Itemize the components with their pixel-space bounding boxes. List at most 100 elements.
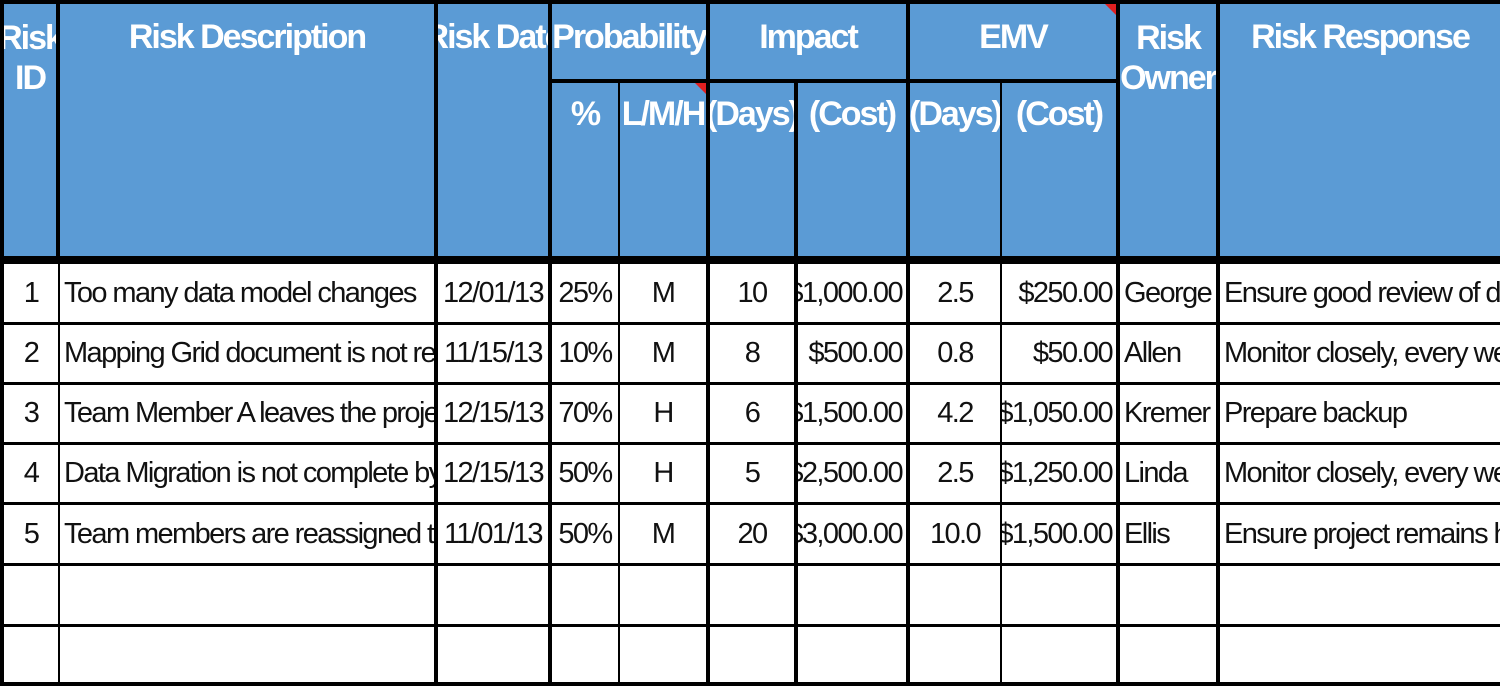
cell-emv-cost[interactable] — [1002, 566, 1116, 624]
header-risk-description[interactable]: Risk Description — [60, 4, 434, 256]
cell-risk-owner[interactable]: George — [1120, 264, 1216, 322]
cell-emv-cost[interactable]: $1,050.00 — [1002, 385, 1116, 442]
cell-risk-id[interactable] — [4, 627, 58, 682]
cell-risk-id[interactable]: 4 — [4, 445, 58, 502]
cell-probability-pct[interactable]: 25% — [552, 264, 618, 322]
cell-probability-pct[interactable]: 70% — [552, 385, 618, 442]
cell-impact-days[interactable]: 6 — [710, 385, 794, 442]
cell-probability-lmh[interactable] — [620, 566, 706, 624]
header-risk-owner[interactable]: Risk Owner — [1120, 4, 1216, 256]
cell-risk-id[interactable]: 5 — [4, 505, 58, 563]
header-probability-pct[interactable]: % — [552, 83, 618, 256]
cell-emv-days[interactable] — [910, 627, 1000, 682]
header-impact[interactable]: Impact — [710, 4, 906, 79]
cell-probability-pct[interactable] — [552, 627, 618, 682]
comment-indicator-emv[interactable] — [1105, 4, 1116, 15]
header-impact-days[interactable]: (Days) — [710, 83, 794, 256]
header-impact-days-label: (Days) — [710, 95, 794, 133]
cell-risk-id[interactable]: 1 — [4, 264, 58, 322]
cell-impact-cost[interactable] — [798, 566, 906, 624]
cell-risk-description[interactable] — [60, 627, 434, 682]
cell-impact-cost[interactable]: $2,500.00 — [798, 445, 906, 502]
cell-risk-description[interactable]: Data Migration is not complete by planne… — [60, 445, 434, 502]
cell-risk-date[interactable]: 12/01/13 — [438, 264, 548, 322]
cell-risk-description[interactable]: Too many data model changes — [60, 264, 434, 322]
cell-emv-cost[interactable]: $250.00 — [1002, 264, 1116, 322]
cell-risk-response[interactable]: Prepare backup — [1220, 385, 1500, 442]
cell-emv-cost[interactable] — [1002, 627, 1116, 682]
cell-probability-lmh[interactable]: M — [620, 264, 706, 322]
cell-emv-cost[interactable]: $50.00 — [1002, 325, 1116, 382]
header-risk-owner-line1: Risk — [1136, 19, 1202, 57]
cell-probability-lmh[interactable]: M — [620, 505, 706, 563]
cell-emv-cost[interactable]: $1,250.00 — [1002, 445, 1116, 502]
cell-risk-date[interactable] — [438, 566, 548, 624]
cell-probability-lmh[interactable]: H — [620, 385, 706, 442]
cell-risk-date[interactable]: 12/15/13 — [438, 445, 548, 502]
cell-impact-days[interactable]: 5 — [710, 445, 794, 502]
cell-risk-description[interactable]: Mapping Grid document is not ready in ti… — [60, 325, 434, 382]
cell-risk-owner[interactable]: Kremer — [1120, 385, 1216, 442]
cell-impact-cost[interactable]: $1,500.00 — [798, 385, 906, 442]
header-risk-date[interactable]: Risk Date — [438, 4, 548, 256]
header-probability-pct-label: % — [570, 95, 601, 133]
cell-risk-response[interactable]: Ensure project remains high priority — [1220, 505, 1500, 563]
header-probability[interactable]: Probability — [552, 4, 706, 79]
cell-risk-owner[interactable] — [1120, 627, 1216, 682]
cell-probability-lmh[interactable]: H — [620, 445, 706, 502]
cell-emv-days[interactable]: 2.5 — [910, 264, 1000, 322]
header-impact-cost[interactable]: (Cost) — [798, 83, 906, 256]
cell-risk-owner[interactable] — [1120, 566, 1216, 624]
cell-emv-days[interactable]: 4.2 — [910, 385, 1000, 442]
cell-probability-pct[interactable]: 50% — [552, 505, 618, 563]
cell-risk-date[interactable]: 11/15/13 — [438, 325, 548, 382]
cell-risk-id[interactable]: 2 — [4, 325, 58, 382]
cell-risk-id[interactable]: 3 — [4, 385, 58, 442]
header-emv-cost-label: (Cost) — [1015, 95, 1104, 133]
header-probability-lmh[interactable]: L/M/H — [620, 83, 706, 256]
cell-risk-date[interactable]: 12/15/13 — [438, 385, 548, 442]
cell-probability-pct[interactable] — [552, 566, 618, 624]
cell-impact-cost[interactable]: $1,000.00 — [798, 264, 906, 322]
header-emv-days[interactable]: (Days) — [910, 83, 1000, 256]
header-risk-response-label: Risk Response — [1251, 18, 1471, 56]
cell-risk-owner[interactable]: Linda — [1120, 445, 1216, 502]
cell-probability-lmh[interactable] — [620, 627, 706, 682]
cell-risk-id[interactable] — [4, 566, 58, 624]
header-risk-id[interactable]: Risk ID — [4, 4, 56, 256]
cell-impact-days[interactable]: 8 — [710, 325, 794, 382]
cell-risk-response[interactable] — [1220, 566, 1500, 624]
cell-risk-description[interactable] — [60, 566, 434, 624]
cell-impact-cost[interactable]: $3,000.00 — [798, 505, 906, 563]
cell-impact-cost[interactable]: $500.00 — [798, 325, 906, 382]
header-emv[interactable]: EMV — [910, 4, 1116, 79]
cell-risk-owner[interactable]: Allen — [1120, 325, 1216, 382]
cell-emv-cost[interactable]: $1,500.00 — [1002, 505, 1116, 563]
cell-emv-days[interactable]: 2.5 — [910, 445, 1000, 502]
comment-indicator-lmh[interactable] — [695, 83, 706, 94]
cell-probability-lmh[interactable]: M — [620, 325, 706, 382]
cell-emv-days[interactable]: 10.0 — [910, 505, 1000, 563]
cell-risk-response[interactable]: Ensure good review of data model — [1220, 264, 1500, 322]
cell-emv-days[interactable] — [910, 566, 1000, 624]
header-probability-label: Probability — [552, 18, 706, 56]
cell-risk-response[interactable]: Monitor closely, every week — [1220, 325, 1500, 382]
cell-probability-pct[interactable]: 10% — [552, 325, 618, 382]
cell-impact-days[interactable]: 10 — [710, 264, 794, 322]
cell-impact-days[interactable] — [710, 566, 794, 624]
cell-risk-response[interactable] — [1220, 627, 1500, 682]
cell-risk-description[interactable]: Team members are reassigned to other pro… — [60, 505, 434, 563]
cell-emv-days[interactable]: 0.8 — [910, 325, 1000, 382]
cell-risk-response[interactable]: Monitor closely, every week — [1220, 445, 1500, 502]
header-impact-label: Impact — [759, 18, 859, 56]
cell-risk-owner[interactable]: Ellis — [1120, 505, 1216, 563]
cell-risk-date[interactable]: 11/01/13 — [438, 505, 548, 563]
header-emv-cost[interactable]: (Cost) — [1002, 83, 1116, 256]
cell-risk-description[interactable]: Team Member A leaves the project — [60, 385, 434, 442]
cell-impact-days[interactable] — [710, 627, 794, 682]
cell-impact-days[interactable]: 20 — [710, 505, 794, 563]
cell-impact-cost[interactable] — [798, 627, 906, 682]
cell-probability-pct[interactable]: 50% — [552, 445, 618, 502]
cell-risk-date[interactable] — [438, 627, 548, 682]
header-risk-response[interactable]: Risk Response — [1220, 4, 1500, 256]
